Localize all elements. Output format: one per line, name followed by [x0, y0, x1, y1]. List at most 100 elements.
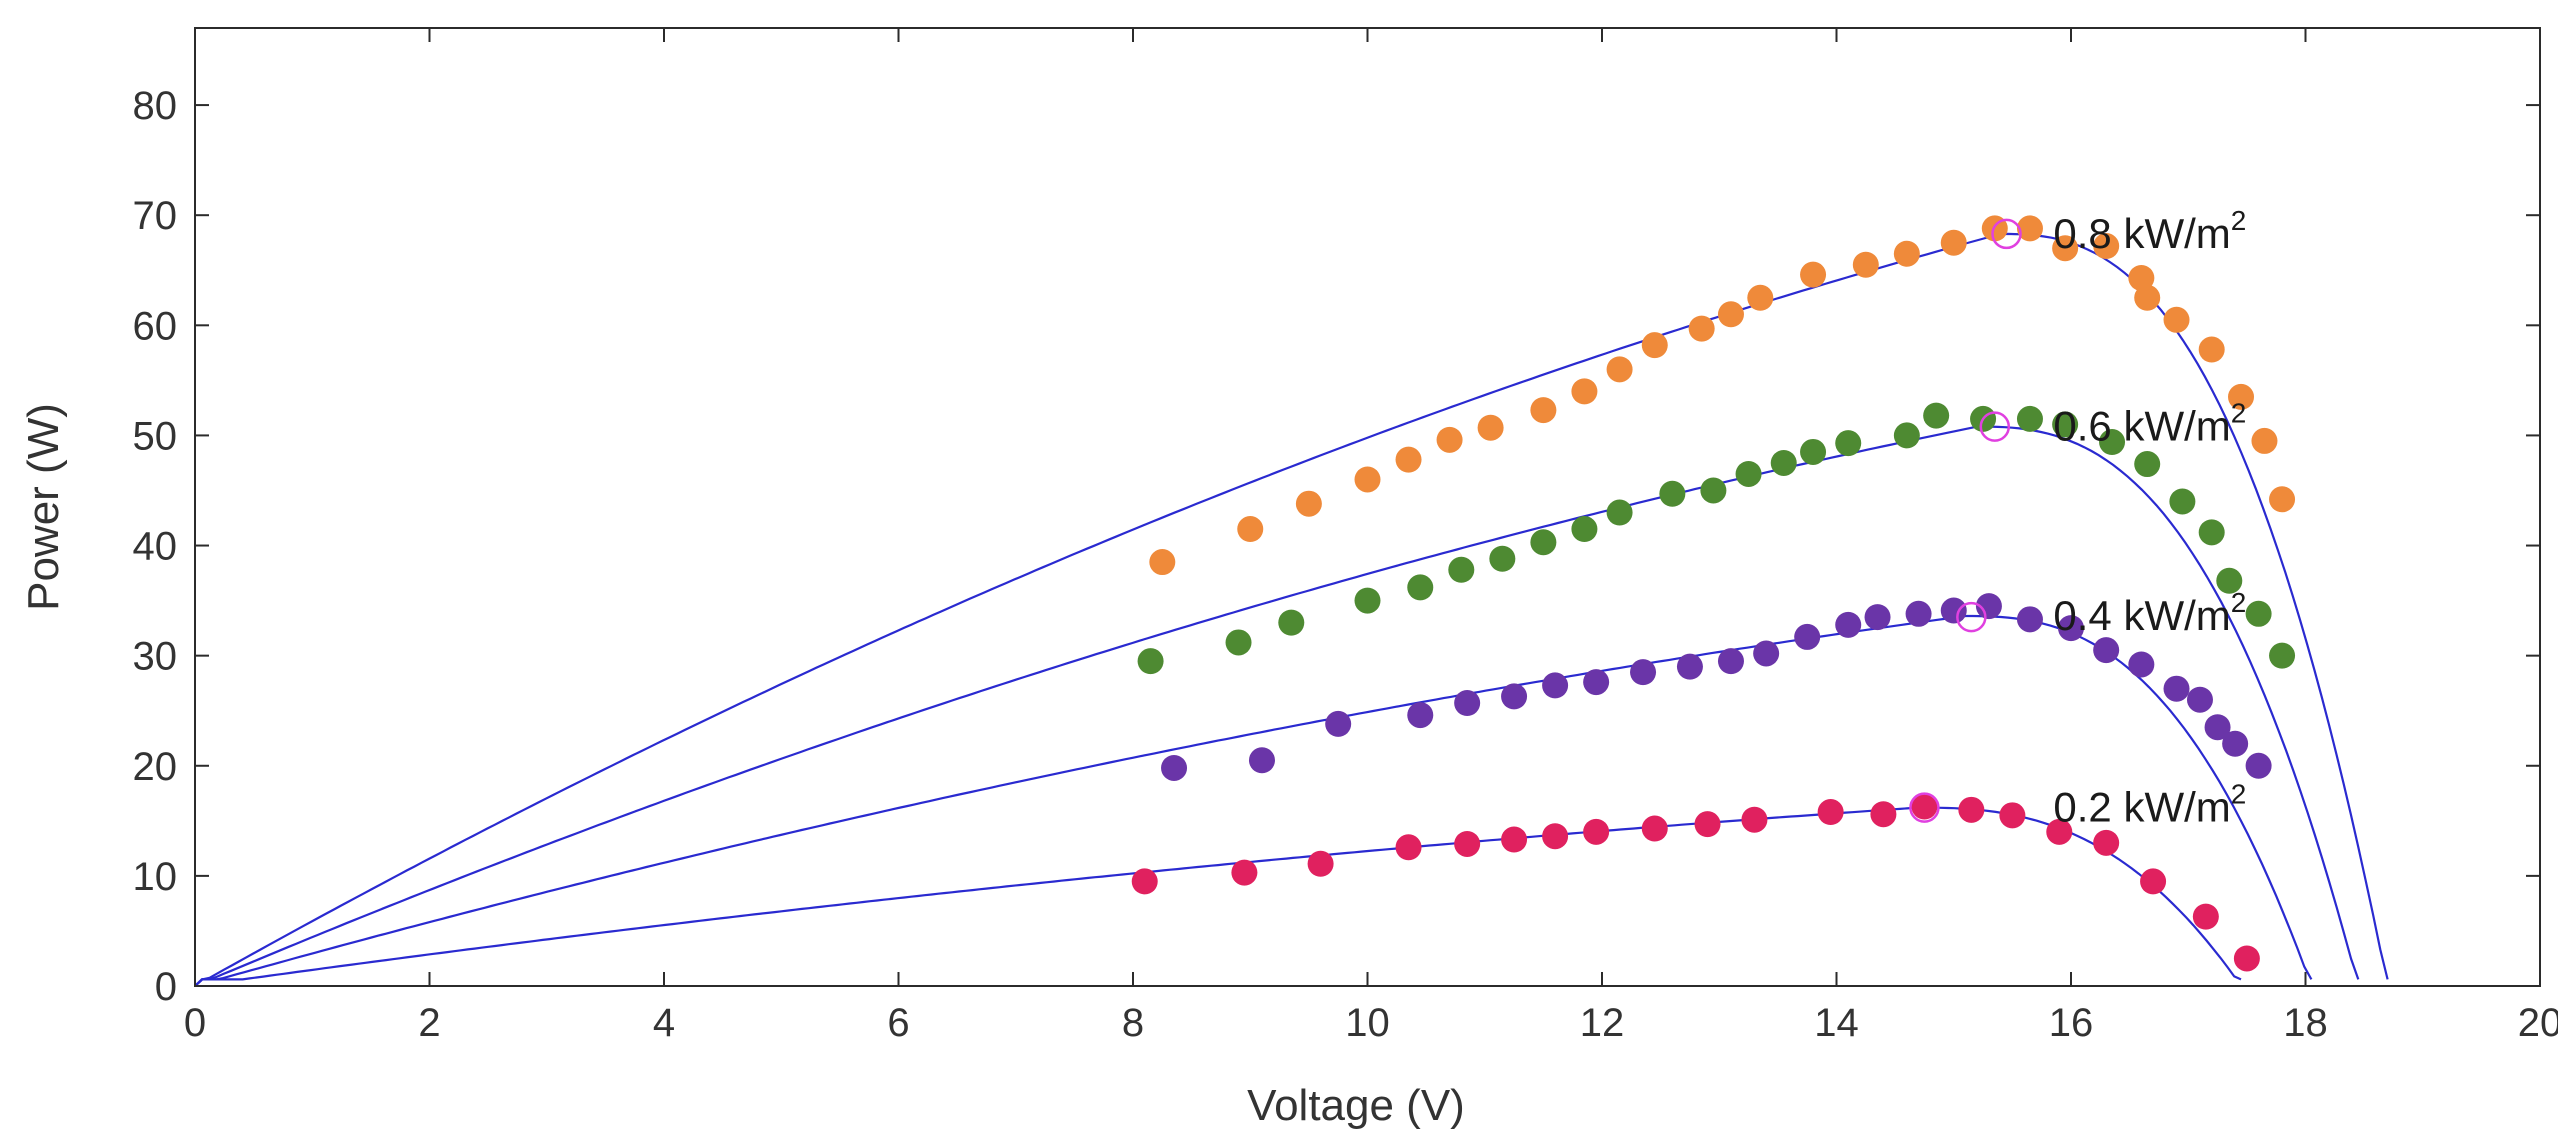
- y-tick-label: 40: [133, 525, 178, 569]
- data-point: [2016, 215, 2043, 242]
- data-point: [2228, 383, 2255, 410]
- data-point: [1407, 574, 1434, 601]
- data-point: [1958, 796, 1985, 823]
- data-point: [1225, 629, 1252, 656]
- data-point: [1542, 823, 1569, 850]
- data-point: [1864, 604, 1891, 631]
- data-point: [1641, 815, 1668, 842]
- data-point: [1770, 449, 1797, 476]
- fit-curve: [194, 806, 2242, 987]
- data-point: [1852, 251, 1879, 278]
- data-point: [1454, 690, 1481, 717]
- x-axis: 0 2 4 6 8 10 12 14 16 18 20: [184, 28, 2558, 1045]
- data-point: [1436, 426, 1463, 453]
- data-point: [1248, 747, 1275, 774]
- data-point: [2140, 868, 2167, 895]
- data-point: [1700, 477, 1727, 504]
- data-point: [2245, 752, 2272, 779]
- y-tick-label: 20: [133, 745, 178, 789]
- data-point: [2052, 235, 2079, 262]
- data-point: [1741, 806, 1768, 833]
- data-point: [1735, 460, 1762, 487]
- data-point: [2216, 567, 2243, 594]
- y-axis-title: Power (W): [19, 403, 68, 611]
- data-point: [2134, 451, 2161, 478]
- data-point: [2204, 714, 2231, 741]
- x-tick-label: 20: [2518, 1001, 2558, 1045]
- data-point: [1149, 549, 1176, 576]
- data-point: [2269, 642, 2296, 669]
- data-point: [1606, 499, 1633, 526]
- data-point: [1893, 240, 1920, 267]
- curve-label-superscript: 2: [2231, 587, 2247, 618]
- data-point: [1395, 834, 1422, 861]
- data-point: [1688, 315, 1715, 342]
- curve-label-text: 0.2 kW/m: [2053, 784, 2230, 831]
- data-point: [1835, 611, 1862, 638]
- x-tick-label: 8: [1122, 1001, 1144, 1045]
- mpp-marker: [1956, 601, 1987, 633]
- data-point: [1278, 609, 1305, 636]
- data-point: [1454, 830, 1481, 857]
- data-point: [2134, 284, 2161, 311]
- data-point: [1641, 332, 1668, 359]
- data-point: [2052, 411, 2079, 438]
- data-point: [1835, 430, 1862, 457]
- data-point: [1630, 659, 1657, 686]
- x-tick-label: 0: [184, 1001, 206, 1045]
- data-point: [1571, 378, 1598, 405]
- data-point: [1131, 868, 1158, 895]
- x-axis-title: Voltage (V): [1247, 1081, 1465, 1130]
- curve-label-text: 0.4 kW/m: [2053, 592, 2230, 639]
- plot-area: [194, 27, 2541, 987]
- data-point: [1583, 818, 1610, 845]
- data-point: [1911, 793, 1938, 820]
- data-point: [2251, 427, 2278, 454]
- data-point: [1530, 529, 1557, 556]
- data-point: [1999, 802, 2026, 829]
- data-point: [1583, 669, 1610, 696]
- data-point: [1501, 826, 1528, 853]
- curve-labels: 0.8 kW/m20.6 kW/m20.4 kW/m20.2 kW/m2: [2053, 205, 2246, 831]
- data-point: [1694, 811, 1721, 838]
- data-point: [2093, 233, 2120, 260]
- data-point: [1354, 587, 1381, 614]
- data-point: [1794, 623, 1821, 650]
- data-point: [1295, 490, 1322, 517]
- data-point: [2163, 306, 2190, 333]
- mpp-marker: [1979, 411, 2011, 442]
- y-tick-label: 60: [133, 304, 178, 348]
- x-tick-label: 6: [887, 1001, 909, 1045]
- data-point: [1940, 229, 1967, 256]
- mpp-marker: [1909, 792, 1940, 823]
- data-point: [2093, 829, 2120, 856]
- data-point: [2016, 405, 2043, 432]
- curve-label: 0.6 kW/m2: [2053, 398, 2246, 450]
- data-point: [1542, 672, 1569, 699]
- data-point: [1307, 850, 1334, 877]
- data-point: [1606, 356, 1633, 383]
- mpp-markers: [1909, 218, 2022, 823]
- data-point: [1501, 683, 1528, 710]
- data-point: [1161, 754, 1188, 781]
- fit-curve: [194, 425, 2360, 987]
- y-tick-label: 80: [133, 84, 178, 128]
- data-point: [2099, 429, 2126, 456]
- data-point: [2046, 818, 2073, 845]
- data-point: [2128, 264, 2155, 291]
- data-point: [1477, 414, 1504, 441]
- curve-label: 0.4 kW/m2: [2053, 587, 2246, 639]
- data-point: [1395, 446, 1422, 473]
- y-tick-label: 50: [133, 414, 178, 458]
- data-point: [2058, 615, 2084, 642]
- data-point: [1137, 648, 1164, 675]
- x-tick-label: 16: [2049, 1001, 2094, 1045]
- data-point: [1975, 593, 2002, 620]
- y-tick-label: 70: [133, 194, 178, 238]
- y-axis: 0 10 20 30 40 50 60 70 80: [133, 84, 2540, 1009]
- data-point: [1448, 556, 1475, 583]
- data-point: [1717, 648, 1744, 675]
- data-point: [1905, 600, 1932, 627]
- data-points: [1131, 215, 2296, 972]
- data-point: [1676, 653, 1703, 680]
